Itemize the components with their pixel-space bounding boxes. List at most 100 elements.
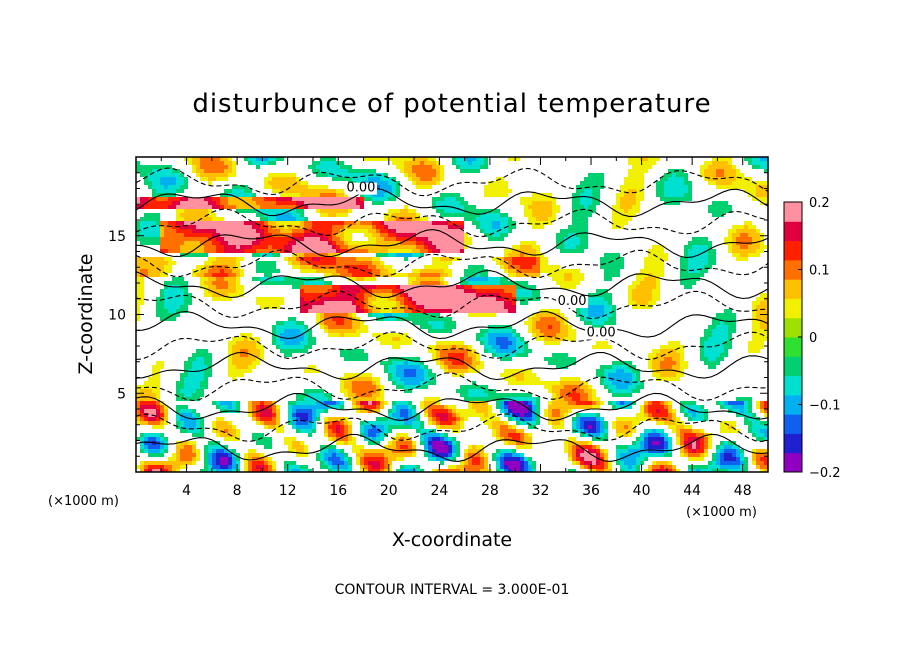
field-cell [332,157,336,161]
field-cell [524,353,528,357]
field-cell [384,313,388,317]
field-cell [236,345,240,349]
field-cell [260,353,264,357]
field-cell [724,161,728,165]
field-cell [444,269,448,273]
field-cell [408,377,412,381]
field-cell [156,193,160,197]
field-cell [472,309,476,313]
field-cell [736,253,740,257]
field-cell [504,181,508,185]
field-cell [680,265,684,269]
field-cell [356,205,360,209]
field-cell [436,269,440,273]
field-cell [368,301,372,305]
field-cell [432,165,436,169]
field-cell [208,181,212,185]
field-cell [392,253,396,257]
field-cell [356,229,360,233]
field-cell [168,177,172,181]
field-cell [464,273,468,277]
field-cell [356,301,360,305]
field-cell [352,389,356,393]
field-cell [408,293,412,297]
field-cell [632,177,636,181]
field-cell [256,253,260,257]
field-cell [340,233,344,237]
field-cell [752,313,756,317]
field-cell [436,293,440,297]
field-cell [220,289,224,293]
field-cell [304,301,308,305]
field-cell [420,361,424,365]
field-cell [224,197,228,201]
field-cell [732,173,736,177]
field-cell [436,241,440,245]
field-cell [752,337,756,341]
field-cell [484,333,488,337]
field-cell [380,397,384,401]
field-cell [180,305,184,309]
field-cell [460,249,464,253]
field-cell [168,257,172,261]
field-cell [220,169,224,173]
field-cell [396,361,400,365]
field-cell [376,197,380,201]
field-cell [472,353,476,357]
field-cell [212,161,216,165]
field-cell [356,277,360,281]
field-cell [476,269,480,273]
field-cell [308,293,312,297]
field-cell [344,373,348,377]
field-cell [432,297,436,301]
field-cell [508,337,512,341]
field-cell [340,165,344,169]
field-cell [224,245,228,249]
field-cell [412,161,416,165]
field-cell [448,261,452,265]
field-cell [468,389,472,393]
field-cell [228,261,232,265]
field-cell [576,281,580,285]
field-cell [344,305,348,309]
field-cell [220,249,224,253]
field-cell [432,281,436,285]
field-cell [312,221,316,225]
field-cell [152,229,156,233]
field-cell [208,269,212,273]
field-cell [632,377,636,381]
field-cell [340,193,344,197]
field-cell [656,357,660,361]
field-cell [272,189,276,193]
field-cell [692,245,696,249]
field-cell [376,225,380,229]
field-cell [332,237,336,241]
field-cell [268,269,272,273]
field-cell [156,197,160,201]
field-cell [760,293,764,297]
field-cell [412,365,416,369]
field-cell [380,305,384,309]
field-cell [380,193,384,197]
field-cell [628,289,632,293]
field-cell [624,221,628,225]
field-cell [216,257,220,261]
field-cell [360,269,364,273]
field-cell [304,281,308,285]
field-cell [432,349,436,353]
field-cell [320,201,324,205]
field-cell [452,373,456,377]
field-cell [396,213,400,217]
field-cell [432,257,436,261]
field-cell [160,305,164,309]
field-cell [596,177,600,181]
field-cell [408,249,412,253]
field-cell [608,373,612,377]
field-cell [308,185,312,189]
field-cell [324,253,328,257]
field-cell [504,289,508,293]
field-cell [308,229,312,233]
field-cell [208,201,212,205]
field-cell [668,361,672,365]
field-cell [372,265,376,269]
